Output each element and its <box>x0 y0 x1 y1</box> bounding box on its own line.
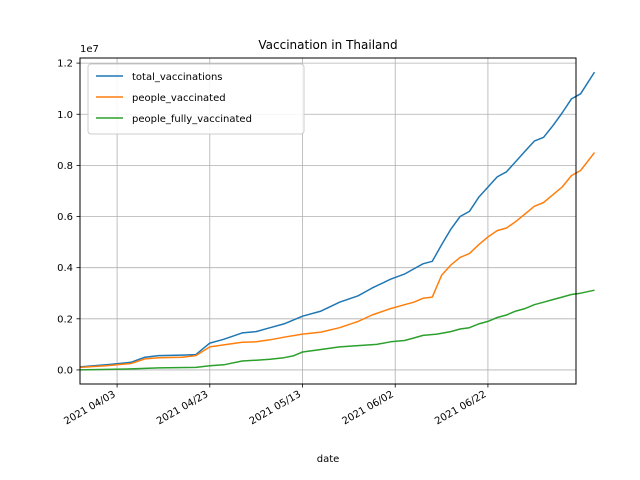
y-tick-label: 0.8 <box>57 161 73 172</box>
series-line-people-vaccinated <box>79 152 596 369</box>
legend-box <box>87 63 305 135</box>
chart-title: Vaccination in Thailand <box>258 38 397 52</box>
y-tick-label: 0.4 <box>57 263 73 274</box>
y-tick-label: 1.0 <box>57 110 73 121</box>
y-tick-label: 0.2 <box>57 314 73 325</box>
y-tick-label: 0.6 <box>57 212 73 223</box>
y-tick-label: 0.0 <box>57 365 73 376</box>
legend-label: people_vaccinated <box>132 93 226 104</box>
legend-label: people_fully_vaccinated <box>132 114 252 125</box>
plot-frame <box>79 57 577 385</box>
series-line-total-vaccinations <box>79 71 596 368</box>
legend: total_vaccinations people_vaccinatedpeopl… <box>87 63 305 135</box>
x-axis-title: date <box>317 454 340 465</box>
series-lines <box>79 71 596 371</box>
legend-label: total_vaccinations <box>132 72 223 83</box>
y-tick-label: 1.2 <box>57 59 73 70</box>
y-scale-label: 1e7 <box>80 44 99 55</box>
series-line-people-fully-vaccinated <box>79 289 595 371</box>
